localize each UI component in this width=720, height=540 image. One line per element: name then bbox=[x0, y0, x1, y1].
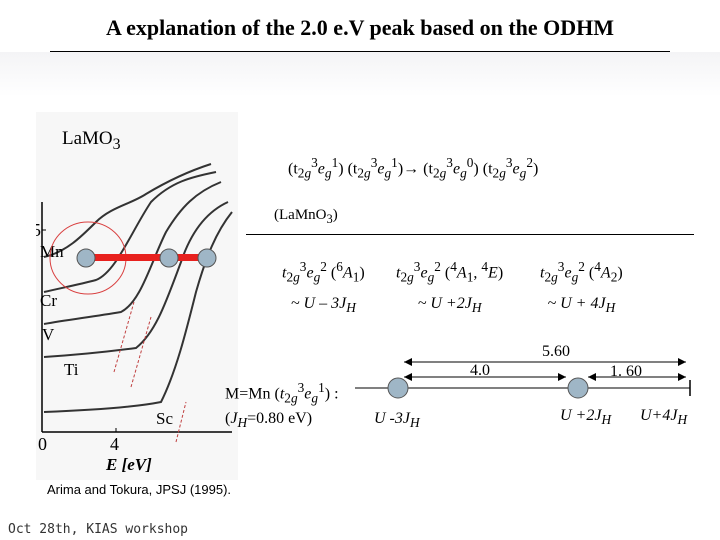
curve-ti bbox=[43, 201, 229, 358]
mn-parameter-note: M=Mn (t2g3eg1) : (JH=0.80 eV) bbox=[225, 380, 339, 430]
state-4a1-4e: t2g3eg2 (4A1, 4E) ~ U +2JH bbox=[396, 259, 504, 315]
title-band bbox=[0, 52, 720, 97]
arrow-head bbox=[678, 373, 686, 381]
extrapolation-line bbox=[175, 401, 187, 443]
state-6a1: t2g3eg2 (6A1) ~ U – 3JH bbox=[282, 259, 365, 315]
footer: Oct 28th, KIAS workshop bbox=[8, 522, 189, 537]
curve-v bbox=[43, 181, 222, 325]
curve-label-sc: Sc bbox=[156, 409, 173, 428]
extrapolation-line bbox=[130, 316, 152, 388]
gap-label-1-60: 1. 60 bbox=[610, 363, 642, 380]
arrow-head bbox=[404, 373, 412, 381]
level-label-u-3jh: U -3JH bbox=[374, 410, 420, 431]
x-tick-label: 4 bbox=[110, 434, 119, 454]
curve-label-v: V bbox=[42, 325, 55, 344]
level-label-u+4jh: U+4JH bbox=[640, 407, 688, 428]
arrow-head bbox=[678, 358, 686, 366]
curve-label-mn: Mn bbox=[40, 242, 64, 261]
curve-label-cr: Cr bbox=[40, 291, 57, 310]
gap-label-4-0: 4.0 bbox=[470, 362, 490, 379]
y-tick-label: 5 bbox=[36, 220, 41, 240]
state-4a2: t2g3eg2 (4A2) ~ U + 4JH bbox=[540, 259, 623, 315]
arrow-head bbox=[588, 373, 596, 381]
level-node-u+2jh bbox=[567, 377, 589, 399]
curve-label-ti: Ti bbox=[64, 360, 79, 379]
compound-label: LaMO3 bbox=[62, 128, 121, 153]
optical-spectra-figure: 5 0 4 E [eV] Mn Cr V Ti Sc bbox=[36, 112, 238, 480]
arrow-icon: → bbox=[403, 160, 420, 178]
extrapolation-line bbox=[113, 301, 135, 373]
gap-label-5-60: 5.60 bbox=[542, 343, 570, 360]
lamno3-label: (LaMnO3) bbox=[274, 207, 338, 226]
transition-sequence: (t2g3eg1) (t2g3eg1)→ (t2g3eg0) (t2g3eg2) bbox=[288, 155, 539, 181]
spectra-plot: 5 0 4 E [eV] Mn Cr V Ti Sc bbox=[36, 112, 238, 480]
level-node-u-3jh bbox=[387, 377, 409, 399]
lamno3-divider bbox=[246, 234, 694, 235]
title-divider bbox=[50, 51, 670, 52]
level-label-u+2jh: U +2JH bbox=[560, 407, 612, 428]
x-tick-label: 0 bbox=[38, 434, 47, 454]
arrow-head bbox=[558, 373, 566, 381]
arrow-head bbox=[404, 358, 412, 366]
slide-title: A explanation of the 2.0 e.V peak based … bbox=[105, 15, 615, 40]
citation: Arima and Tokura, JPSJ (1995). bbox=[47, 482, 232, 497]
x-axis-label: E [eV] bbox=[105, 455, 152, 474]
